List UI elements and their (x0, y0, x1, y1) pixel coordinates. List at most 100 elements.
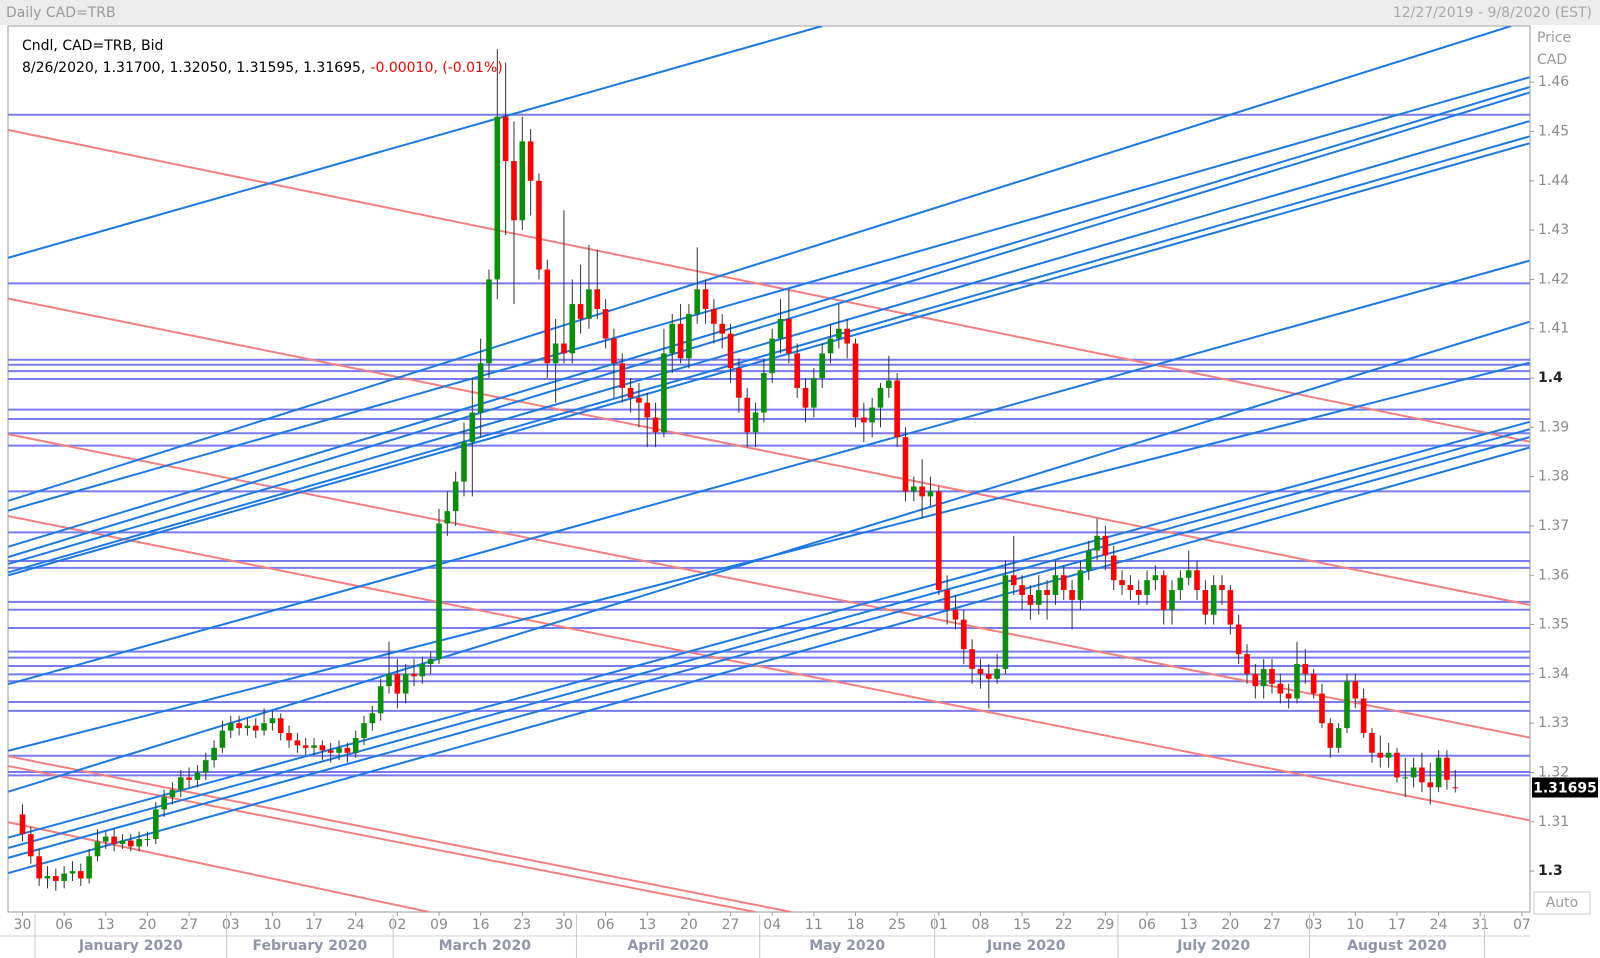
x-tick-label: 18 (847, 917, 865, 933)
trend-line (8, 297, 1530, 606)
candle-body (44, 876, 51, 879)
candle-body (1035, 590, 1042, 605)
candle-body (452, 481, 459, 512)
candle-body (1352, 681, 1359, 699)
x-tick-label: 06 (597, 917, 615, 933)
candle-body (319, 745, 326, 751)
axis-unit: CAD (1537, 52, 1567, 68)
candle-body (936, 491, 942, 591)
candle-body (552, 343, 559, 364)
candle-body (711, 309, 717, 324)
candle-body (402, 673, 409, 694)
month-label: April 2020 (627, 938, 708, 954)
candle-body (1077, 570, 1084, 600)
x-tick-label: 20 (1221, 917, 1239, 933)
candle-body (827, 338, 834, 354)
candle-body (794, 353, 800, 388)
candle-body (1285, 693, 1292, 699)
month-label: June 2020 (986, 938, 1066, 954)
x-tick-label: 29 (1096, 917, 1114, 933)
x-tick-label: 20 (680, 917, 698, 933)
y-tick-label: 1.43 (1538, 222, 1569, 238)
x-tick-label: 24 (1430, 917, 1448, 933)
auto-button-label[interactable]: Auto (1546, 895, 1579, 911)
candle-body (144, 839, 151, 841)
candle-body (1169, 590, 1175, 610)
candle-body (761, 373, 767, 413)
candle-body (644, 402, 651, 418)
y-tick-label: 1.45 (1538, 124, 1569, 140)
month-label: March 2020 (439, 938, 532, 954)
x-tick-label: 07 (1513, 917, 1531, 933)
candle-body (53, 876, 59, 881)
candle-body (161, 797, 167, 810)
candle-body (1369, 733, 1375, 753)
candle-body (819, 353, 825, 379)
x-tick-label: 25 (888, 917, 906, 933)
candle-body (544, 269, 551, 364)
x-tick-label: 03 (1305, 917, 1323, 933)
trend-line (8, 120, 1530, 565)
candle-body (511, 161, 517, 221)
candle-body (902, 437, 909, 492)
candle-body (686, 313, 692, 359)
month-label: May 2020 (809, 938, 885, 954)
auto-button[interactable] (1533, 891, 1591, 915)
candle-body (377, 686, 384, 714)
trend-line (8, 76, 1530, 512)
y-tick-label: 1.46 (1538, 74, 1569, 90)
candle-body (1160, 575, 1167, 610)
last-price-box (1532, 777, 1598, 798)
trend-line (8, 428, 1530, 849)
candle-body (836, 328, 842, 339)
trend-line (8, 26, 823, 259)
candle-body (1260, 668, 1267, 687)
candle-body (1085, 550, 1092, 571)
x-tick-label: 30 (14, 917, 32, 933)
x-tick-label: 13 (1180, 917, 1198, 933)
candle-body (769, 338, 775, 374)
candle-body (1052, 575, 1059, 595)
candle-body (486, 279, 492, 364)
candle-body (444, 511, 451, 524)
candle-body (985, 673, 992, 679)
trend-line (8, 91, 1530, 558)
candle-body (719, 323, 726, 334)
candle-body (869, 407, 875, 423)
candle-body (844, 328, 850, 344)
candle-body (752, 412, 759, 433)
candle-body (744, 397, 751, 433)
candle-body (103, 836, 109, 842)
candle-body (861, 417, 867, 423)
candle-body (261, 723, 267, 731)
month-label: July 2020 (1176, 938, 1250, 954)
candle-body (1119, 580, 1125, 586)
candle-body (211, 747, 217, 761)
candle-body (1394, 752, 1400, 778)
candle-body (1152, 575, 1159, 581)
candle-body (361, 723, 367, 738)
legend-values: 8/26/2020, 1.31700, 1.32050, 1.31595, 1.… (22, 60, 365, 76)
candle-body (1435, 757, 1442, 788)
month-label: February 2020 (253, 938, 368, 954)
x-tick-label: 16 (472, 917, 490, 933)
candle-body (427, 659, 434, 664)
x-tick-label: 01 (930, 917, 948, 933)
x-tick-label: 27 (180, 917, 198, 933)
candle-body (177, 777, 184, 790)
candle-body (477, 363, 484, 413)
candle-body (294, 740, 301, 746)
candle-body (69, 871, 76, 874)
candle-body (527, 141, 534, 181)
candle-body (152, 809, 159, 840)
x-tick-label: 20 (139, 917, 157, 933)
candle-body (202, 760, 209, 773)
y-tick-label: 1.38 (1538, 469, 1569, 485)
candle-body (94, 841, 101, 857)
window-title: Daily CAD=TRB (6, 5, 116, 21)
candle-body (1294, 663, 1300, 699)
y-tick-label: 1.31 (1538, 814, 1569, 830)
trend-line (8, 821, 430, 912)
trend-line (8, 142, 1530, 577)
candle-body (1410, 767, 1417, 778)
